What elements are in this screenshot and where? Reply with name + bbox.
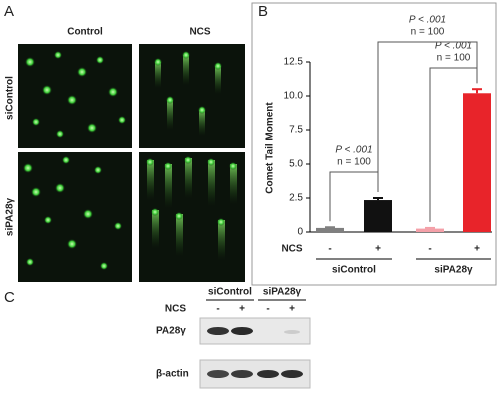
- x-tick-label: +: [474, 244, 480, 255]
- group-label: siControl: [332, 265, 376, 276]
- column-header: Control: [67, 27, 103, 38]
- column-header: NCS: [189, 27, 210, 38]
- y-axis-label: Comet Tail Moment: [265, 102, 276, 194]
- bar: [316, 227, 344, 232]
- panel-label: B: [258, 3, 268, 20]
- sample-size: n = 100: [437, 53, 471, 64]
- lane-label: +: [239, 304, 245, 315]
- lane-label: -: [266, 304, 269, 315]
- lane-label: -: [216, 304, 219, 315]
- band-label: β-actin: [156, 369, 189, 380]
- bar-chart: 0 2.5 5.0 7.5 10.0 12.5 NCS - + - + siControl siPA28…: [281, 15, 492, 276]
- western-blot: siControl siPA28γ NCS - + - + PA28γ β-actin: [156, 287, 311, 389]
- p-value: P < .001: [409, 15, 446, 26]
- p-value: P < .001: [435, 41, 472, 52]
- micrograph: [18, 152, 132, 282]
- panel-frame: [251, 2, 497, 286]
- sample-size: n = 100: [411, 27, 445, 38]
- blot-band: [207, 370, 229, 378]
- row-label: NCS: [165, 304, 186, 315]
- blot-band: [207, 327, 229, 335]
- micrograph: [18, 44, 132, 148]
- y-tick-label: 12.5: [284, 57, 304, 68]
- significance-bracket: [377, 41, 478, 192]
- band-label: PA28γ: [156, 326, 186, 337]
- row-label: NCS: [281, 244, 302, 255]
- y-tick-label: 2.5: [289, 193, 303, 204]
- panel-label: A: [4, 3, 14, 20]
- micrograph: [139, 152, 245, 282]
- row-header: siPA28γ: [5, 197, 16, 236]
- x-tick-label: -: [428, 244, 431, 255]
- y-tick-label: 5.0: [289, 159, 303, 170]
- y-tick-label: 7.5: [289, 125, 303, 136]
- blot-band: [231, 370, 253, 378]
- blot-band: [281, 370, 303, 378]
- x-tick-label: -: [328, 244, 331, 255]
- y-tick-label: 10.0: [284, 91, 304, 102]
- bar: [463, 93, 491, 232]
- p-value: P < .001: [335, 145, 372, 156]
- bar: [416, 228, 444, 232]
- bar: [364, 200, 392, 232]
- blot-band: [231, 327, 253, 335]
- group-label: siPA28γ: [263, 287, 302, 298]
- blot-band: [257, 370, 279, 378]
- x-tick-label: +: [375, 244, 381, 255]
- group-label: siPA28γ: [434, 265, 473, 276]
- group-label: siControl: [208, 287, 252, 298]
- blot-band: [284, 330, 300, 334]
- sample-size: n = 100: [337, 157, 371, 168]
- row-header: siControl: [5, 76, 16, 120]
- lane-label: +: [289, 304, 295, 315]
- panel-label: C: [4, 289, 15, 306]
- micrograph: [139, 44, 245, 148]
- y-tick-label: 0: [297, 227, 303, 238]
